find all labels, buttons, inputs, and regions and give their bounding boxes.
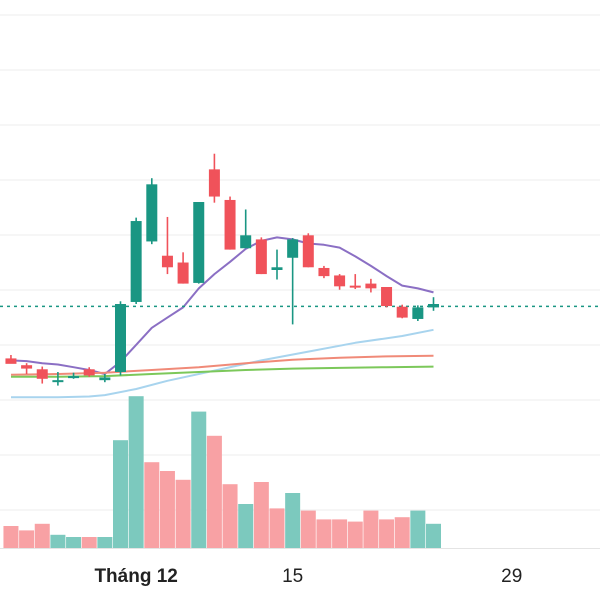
volume-bar <box>394 517 410 548</box>
candles <box>5 153 439 386</box>
volume-bar <box>191 411 207 548</box>
candle-up <box>240 209 252 249</box>
volume-bar <box>316 519 332 548</box>
volume-bar <box>206 435 222 548</box>
x-tick-label: Tháng 12 <box>94 566 177 587</box>
candle-body <box>334 275 346 287</box>
candle-down <box>349 274 361 290</box>
candle-body <box>396 306 408 318</box>
candle-body <box>36 369 48 379</box>
candle-body <box>365 283 377 289</box>
candle-down <box>36 366 48 384</box>
candle-down <box>177 252 189 284</box>
moving-average-lines <box>10 236 434 399</box>
moving-average-line <box>11 365 434 378</box>
candle-down <box>161 216 173 275</box>
candle-down <box>5 355 17 364</box>
volume-bar <box>363 510 379 548</box>
volume-bar <box>159 471 175 548</box>
x-axis: Tháng 12 15 29 <box>0 548 600 587</box>
volume-bars <box>3 396 441 548</box>
candle-body <box>208 169 220 197</box>
candle-body <box>99 377 111 381</box>
x-tick-label: 29 <box>501 566 522 587</box>
candle-up <box>115 301 126 376</box>
candle-body <box>271 267 283 270</box>
volume-bar <box>81 537 97 548</box>
candle-down <box>381 287 393 308</box>
volume-bar <box>253 482 269 548</box>
volume-bar <box>66 537 82 548</box>
volume-bar <box>128 396 144 548</box>
candle-body <box>349 285 361 288</box>
candle-body <box>68 376 80 379</box>
candle-body <box>146 184 158 242</box>
volume-bar <box>332 519 348 548</box>
candle-up <box>287 238 299 325</box>
volume-bar <box>144 462 160 548</box>
candle-down <box>396 304 408 319</box>
candle-down <box>365 278 377 293</box>
candle-down <box>302 233 314 268</box>
volume-bar <box>379 519 395 548</box>
candle-body <box>115 304 126 372</box>
moving-average-line <box>11 328 434 399</box>
moving-average-line <box>10 354 434 376</box>
candle-down <box>224 196 236 250</box>
candle-up <box>68 372 80 379</box>
candle-body <box>83 369 95 376</box>
candle-body <box>130 221 142 302</box>
volume-bar <box>410 510 426 548</box>
candle-up <box>146 178 158 245</box>
candle-up <box>130 217 142 304</box>
volume-bar <box>285 493 301 548</box>
candle-body <box>5 358 17 364</box>
volume-bar <box>97 537 113 548</box>
volume-bar <box>175 479 191 548</box>
volume-bar <box>300 510 316 548</box>
volume-bar <box>50 534 66 548</box>
volume-bar <box>34 523 50 548</box>
volume-bar <box>269 508 285 548</box>
volume-bar <box>222 484 238 548</box>
candle-up <box>412 305 424 321</box>
candle-body <box>193 202 205 283</box>
gridlines <box>0 14 600 511</box>
candle-body <box>240 235 252 249</box>
volume-bar <box>3 526 19 548</box>
candle-up <box>99 374 111 383</box>
candle-up <box>52 372 64 386</box>
candle-body <box>302 235 314 268</box>
candle-up <box>428 297 439 311</box>
candle-body <box>381 287 393 307</box>
candle-down <box>83 367 95 377</box>
volume-bar <box>347 521 363 548</box>
candle-down <box>318 265 330 279</box>
volume-bar <box>113 440 128 548</box>
candle-down <box>208 153 220 203</box>
candle-body <box>52 380 64 383</box>
x-tick-label: 15 <box>282 566 303 587</box>
volume-bar <box>19 530 35 548</box>
candle-body <box>224 199 236 250</box>
volume-bar <box>426 523 441 548</box>
candle-down <box>334 274 346 290</box>
candle-body <box>21 365 33 369</box>
candle-body <box>412 307 424 319</box>
candle-down <box>21 363 33 375</box>
candle-body <box>161 255 173 268</box>
candle-body <box>255 239 267 275</box>
candle-down <box>255 237 267 275</box>
moving-average-line <box>10 236 434 375</box>
candle-body <box>428 304 439 308</box>
candle-up <box>271 249 283 280</box>
candle-body <box>177 262 189 284</box>
volume-bar <box>238 504 254 548</box>
candle-body <box>318 267 330 277</box>
candle-body <box>287 239 299 258</box>
candle-up <box>193 202 205 284</box>
